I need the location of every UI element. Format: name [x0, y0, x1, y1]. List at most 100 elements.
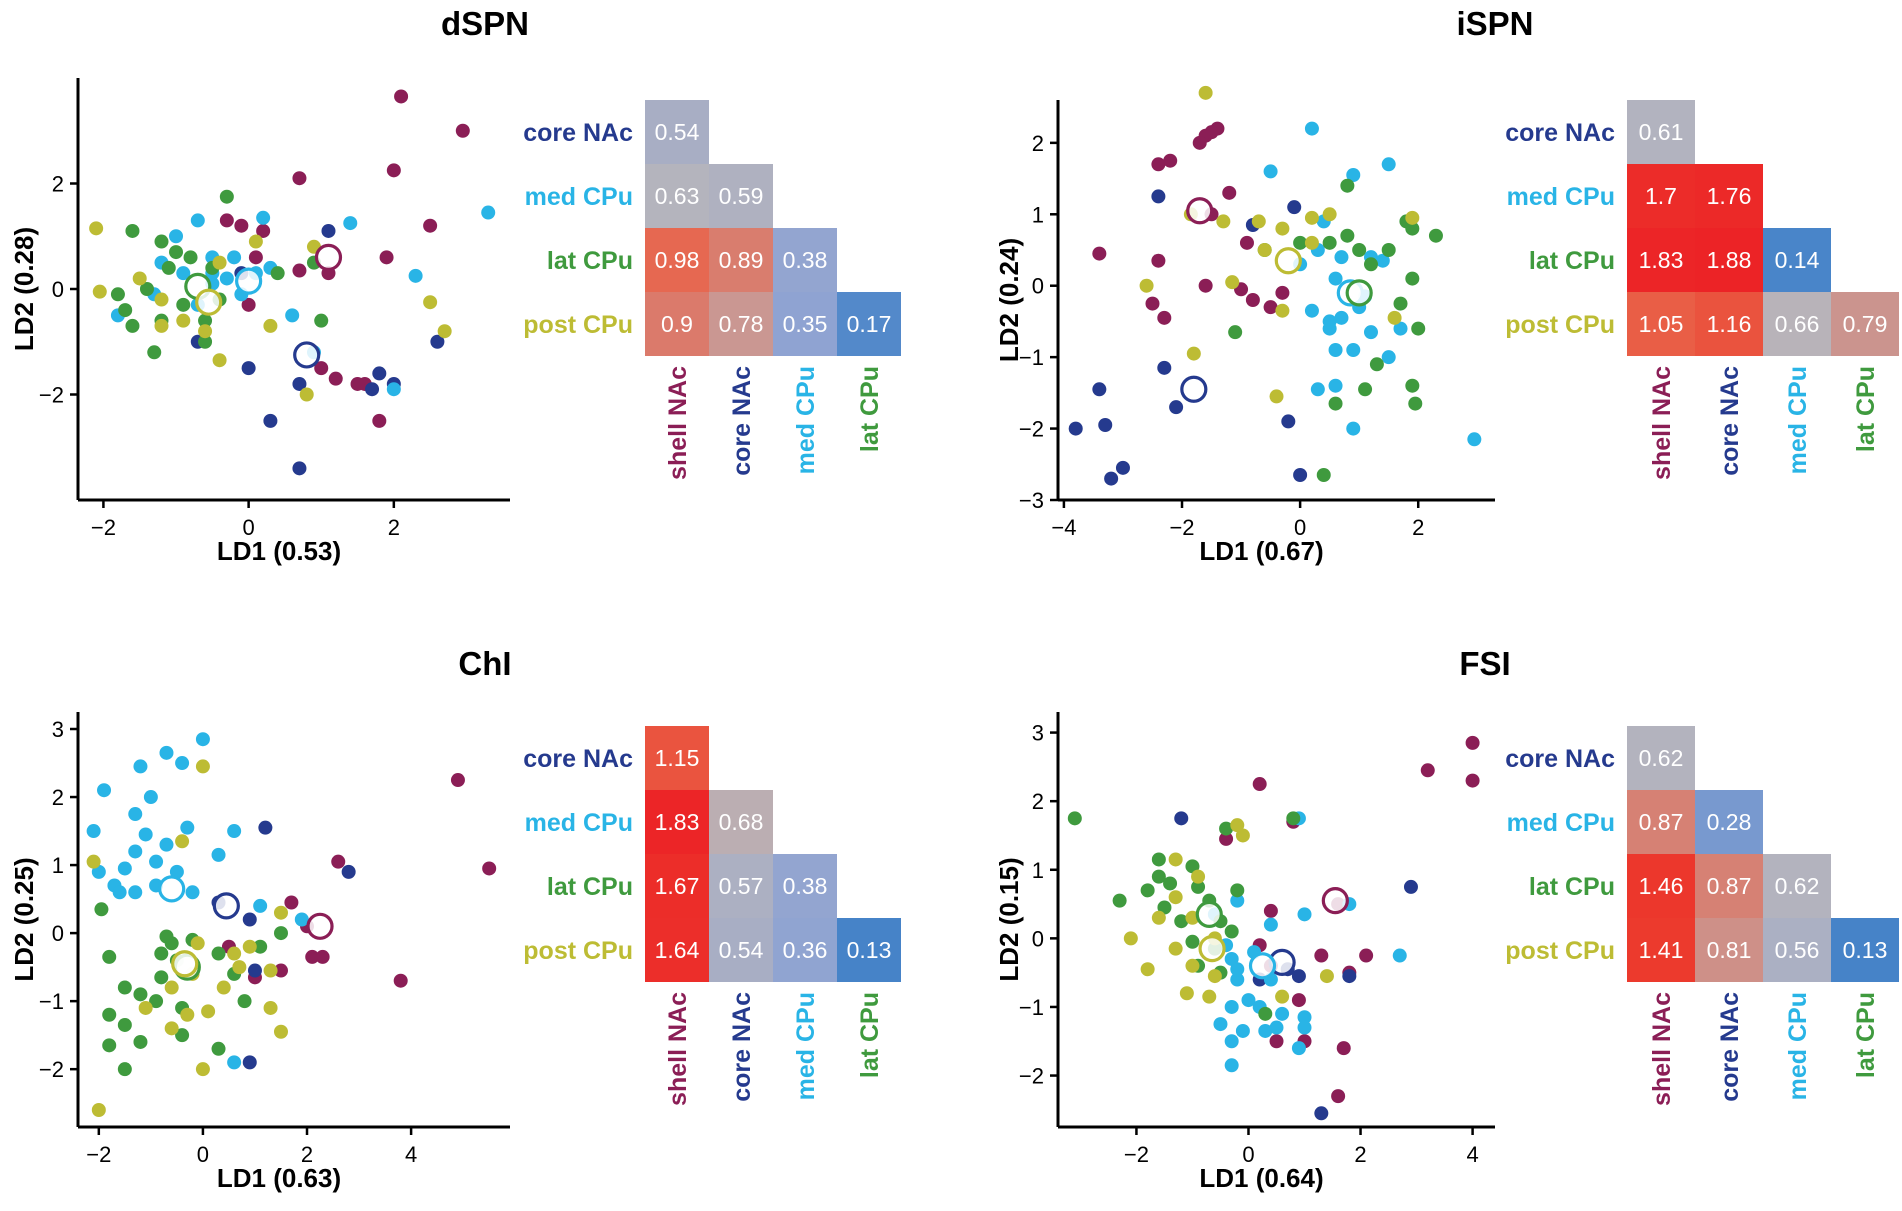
data-point-med-cpu	[256, 210, 271, 225]
matrix-row-label: post CPu	[1505, 937, 1615, 965]
data-point-lat-cpu	[1405, 271, 1420, 286]
data-point-lat-cpu	[1381, 243, 1396, 257]
data-point-post-cpu	[1151, 910, 1166, 925]
data-point-med-cpu	[1381, 350, 1396, 365]
data-point-med-cpu	[219, 271, 234, 286]
matrix-cell-value: 0.78	[719, 311, 764, 337]
centroid-post-cpu	[1198, 935, 1226, 963]
data-point-lat-cpu	[1224, 924, 1239, 939]
data-point-lat-cpu	[1411, 321, 1426, 336]
matrix-cell-value: 1.64	[655, 937, 700, 963]
data-point-core-nac	[1403, 879, 1418, 894]
data-point-post-cpu	[1275, 221, 1290, 236]
data-point-lat-cpu	[1112, 893, 1127, 908]
y-tick-label: −2	[39, 383, 64, 408]
data-point-shell-nac	[379, 250, 394, 265]
data-point-med-cpu	[169, 229, 184, 244]
data-point-lat-cpu	[1316, 468, 1331, 482]
matrix-row-label: med CPu	[1507, 809, 1615, 837]
data-point-med-cpu	[1334, 310, 1349, 325]
data-point-post-cpu	[198, 324, 213, 339]
data-point-core-nac	[1314, 1106, 1329, 1121]
data-point-lat-cpu	[1358, 382, 1373, 397]
matrix-cell-value: 1.76	[1707, 183, 1752, 209]
data-point-med-cpu	[1258, 1023, 1273, 1038]
matrix-row-label: med CPu	[525, 183, 633, 211]
data-point-core-nac	[1092, 382, 1107, 397]
data-point-med-cpu	[1310, 382, 1325, 397]
data-point-lat-cpu	[1258, 1006, 1273, 1021]
matrix-row-label: med CPu	[525, 809, 633, 837]
data-point-med-cpu	[1275, 1006, 1290, 1021]
matrix-row-label: post CPu	[1505, 311, 1615, 339]
data-point-post-cpu	[154, 292, 169, 307]
data-point-shell-nac	[1420, 763, 1435, 778]
data-point-med-cpu	[227, 250, 242, 265]
data-point-shell-nac	[241, 297, 256, 312]
data-point-post-cpu	[1319, 969, 1334, 984]
data-point-post-cpu	[1191, 869, 1206, 884]
data-point-lat-cpu	[139, 282, 154, 296]
data-point-post-cpu	[263, 963, 278, 978]
data-point-med-cpu	[1346, 421, 1361, 436]
data-point-shell-nac	[1359, 948, 1374, 963]
matrix-col-label: core NAc	[728, 992, 756, 1102]
data-point-med-cpu	[1375, 253, 1390, 268]
data-point-post-cpu	[1123, 931, 1138, 946]
data-point-med-cpu	[1297, 1020, 1312, 1035]
data-point-post-cpu	[212, 353, 227, 368]
matrix-row-label: post CPu	[523, 311, 633, 339]
matrix-cell-value: 0.62	[1775, 873, 1820, 899]
data-point-med-cpu	[185, 885, 200, 900]
matrix-cell-value: 0.68	[719, 809, 764, 835]
matrix-cell	[837, 918, 901, 982]
data-point-lat-cpu	[1405, 378, 1420, 393]
data-point-post-cpu	[154, 318, 169, 333]
data-point-med-cpu	[1230, 893, 1245, 908]
data-point-med-cpu	[481, 205, 496, 220]
data-point-shell-nac	[1252, 777, 1267, 792]
data-point-med-cpu	[1346, 343, 1361, 357]
data-point-post-cpu	[91, 1102, 106, 1117]
data-point-lat-cpu	[237, 994, 252, 1009]
data-point-lat-cpu	[270, 266, 285, 281]
data-point-med-cpu	[1467, 432, 1482, 447]
data-point-lat-cpu	[1369, 357, 1384, 372]
data-point-post-cpu	[1269, 389, 1284, 404]
matrix-row-label: core NAc	[1505, 745, 1615, 773]
data-point-shell-nac	[394, 89, 409, 104]
y-tick-label: 1	[52, 853, 64, 878]
data-point-lat-cpu	[211, 946, 226, 961]
data-point-lat-cpu	[1151, 852, 1166, 867]
matrix-cell-value: 1.16	[1707, 311, 1752, 337]
data-point-med-cpu	[408, 268, 423, 283]
data-point-lat-cpu	[1352, 243, 1367, 257]
matrix-cell	[1831, 292, 1899, 356]
data-point-med-cpu	[1230, 962, 1245, 977]
x-tick-label: 0	[242, 515, 254, 540]
data-point-lat-cpu	[161, 260, 176, 275]
data-point-shell-nac	[1239, 235, 1254, 250]
data-point-post-cpu	[1257, 243, 1272, 257]
data-point-lat-cpu	[1140, 883, 1155, 898]
y-tick-label: −1	[1019, 995, 1044, 1020]
data-point-post-cpu	[227, 946, 242, 961]
x-tick-label: 2	[388, 515, 400, 540]
data-point-core-nac	[1287, 200, 1302, 215]
matrix-cell-value: 1.67	[655, 873, 700, 899]
data-point-core-nac	[258, 820, 273, 835]
data-point-lat-cpu	[1322, 235, 1337, 250]
data-point-med-cpu	[227, 824, 242, 839]
y-tick-label: −2	[1019, 417, 1044, 442]
y-tick-label: −1	[39, 989, 64, 1014]
data-point-shell-nac	[455, 123, 470, 138]
data-point-med-cpu	[190, 213, 205, 228]
matrix-cell-value: 1.41	[1639, 937, 1684, 963]
data-point-core-nac	[1281, 414, 1296, 429]
data-point-post-cpu	[1139, 278, 1154, 293]
y-tick-label: −2	[39, 1057, 64, 1082]
data-point-shell-nac	[331, 854, 346, 869]
data-point-lat-cpu	[117, 980, 132, 995]
data-point-post-cpu	[164, 1021, 179, 1036]
data-point-post-cpu	[164, 980, 179, 995]
